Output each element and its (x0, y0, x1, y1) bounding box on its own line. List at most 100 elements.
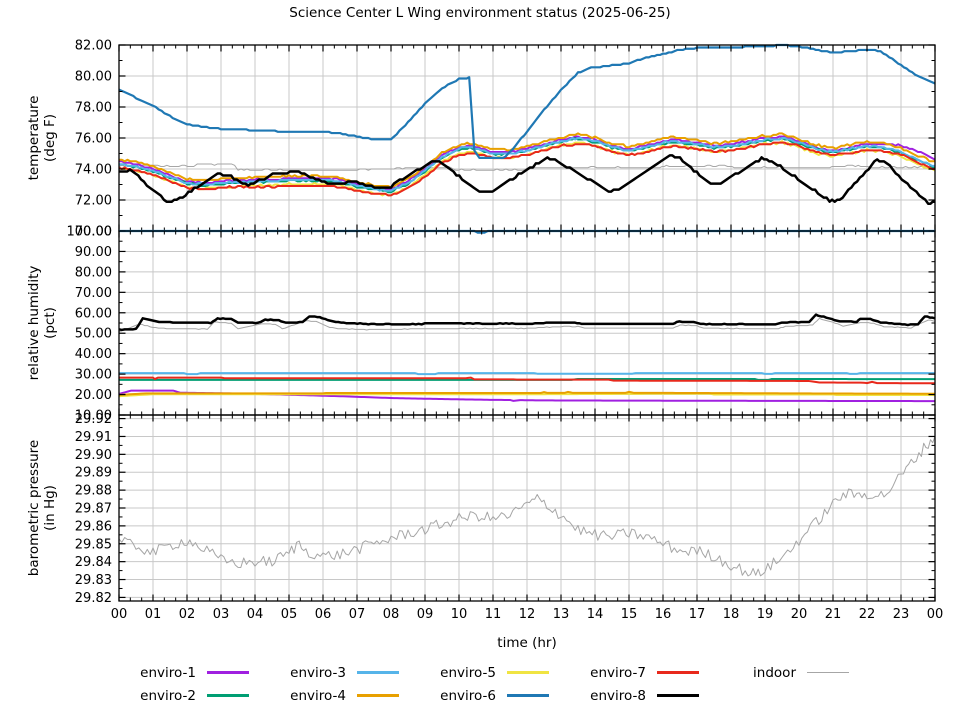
tick-label: 70.00 (75, 286, 112, 301)
legend-item-enviro-3: enviro-3 (255, 665, 405, 681)
legend-item-enviro-6: enviro-6 (405, 688, 555, 704)
tick-label: 16 (655, 607, 672, 622)
legend-label: enviro-8 (590, 687, 646, 704)
tick-label: 50.00 (75, 327, 112, 342)
enviro-8-swatch (657, 694, 699, 697)
tick-label: 29.84 (75, 555, 112, 570)
legend-label: indoor (753, 664, 796, 681)
tick-label: 78.00 (75, 101, 112, 116)
tick-label: 03 (213, 607, 230, 622)
tick-label: 76.00 (75, 132, 112, 147)
tick-label: 40.00 (75, 347, 112, 362)
barometric-pressure-axis-label: barometric pressure (26, 440, 42, 576)
series-indoor-line (118, 436, 936, 577)
legend-item-enviro-4: enviro-4 (255, 688, 405, 704)
tick-label: 74.00 (75, 163, 112, 178)
tick-label: 00 (111, 607, 128, 622)
enviro-2-swatch (207, 694, 249, 697)
tick-label: 11 (485, 607, 502, 622)
enviro-1-swatch (207, 671, 249, 674)
tick-label: 17 (689, 607, 706, 622)
barometric-pressure-axis-label: (in Hg) (42, 485, 58, 531)
tick-label: 90.00 (75, 245, 112, 260)
series-enviro-7-line (118, 141, 935, 197)
tick-label: 21 (825, 607, 842, 622)
tick-label: 05 (281, 607, 298, 622)
tick-label: 100.00 (67, 225, 113, 240)
tick-label: 29.89 (75, 466, 112, 481)
temperature-axis-label: temperature (26, 96, 42, 181)
relative-humidity-axis-label: relative humidity (26, 266, 42, 381)
chart-title: Science Center L Wing environment status… (289, 5, 671, 21)
tick-label: 29.86 (75, 519, 112, 534)
tick-label: 29.83 (75, 573, 112, 588)
enviro-4-swatch (357, 694, 399, 697)
tick-label: 80.00 (75, 70, 112, 85)
tick-label: 20.00 (75, 388, 112, 403)
tick-label: 04 (247, 607, 264, 622)
enviro-5-swatch (507, 671, 549, 674)
legend-item-enviro-2: enviro-2 (105, 688, 255, 704)
tick-label: 29.82 (75, 591, 112, 606)
relative-humidity-axis-label: (pct) (42, 307, 58, 339)
tick-label: 19 (757, 607, 774, 622)
tick-label: 29.90 (75, 448, 112, 463)
tick-label: 18 (723, 607, 740, 622)
legend-label: enviro-5 (440, 664, 496, 681)
barometric-pressure-panel: 29.82 29.83 29.84 29.85 29.86 29.87 29.88 29.89… (26, 412, 936, 606)
tick-label: 08 (383, 607, 400, 622)
series-enviro-1-line (119, 135, 936, 191)
legend: enviro-1 enviro-2 enviro-3 enviro-4 enviro-5… (0, 661, 960, 707)
enviro-7-swatch (657, 671, 699, 674)
series-enviro-4-line (119, 132, 935, 189)
legend-label: enviro-6 (440, 687, 496, 704)
enviro-3-swatch (357, 671, 399, 674)
environment-charts: 70.00 72.00 74.00 76.00 78.00 80.00 82.00 tempe… (26, 39, 944, 652)
series-enviro-8-line (119, 154, 935, 205)
x-axis-title: time (hr) (497, 635, 556, 651)
tick-label: 12 (519, 607, 536, 622)
tick-label: 01 (145, 607, 162, 622)
tick-label: 82.00 (75, 39, 112, 54)
series-enviro-7-line (119, 376, 936, 385)
tick-label: 29.88 (75, 484, 112, 499)
tick-label: 60.00 (75, 306, 112, 321)
legend-label: enviro-2 (140, 687, 196, 704)
legend-label: enviro-1 (140, 664, 196, 681)
legend-label: enviro-7 (590, 664, 646, 681)
series-enviro-3-line (119, 372, 935, 376)
tick-label: 14 (587, 607, 604, 622)
tick-label: 20 (791, 607, 808, 622)
legend-item-indoor: indoor (705, 665, 855, 681)
legend-item-enviro-7: enviro-7 (555, 665, 705, 681)
indoor-swatch (807, 672, 849, 673)
tick-label: 29.92 (75, 412, 112, 427)
tick-label: 00 (927, 607, 944, 622)
tick-label: 15 (621, 607, 638, 622)
tick-label: 22 (859, 607, 876, 622)
tick-label: 29.91 (75, 430, 112, 445)
legend-item-enviro-1: enviro-1 (105, 665, 255, 681)
tick-label: 13 (553, 607, 570, 622)
tick-label: 10 (451, 607, 468, 622)
legend-item-enviro-8: enviro-8 (555, 688, 705, 704)
tick-label: 07 (349, 607, 366, 622)
series-enviro-8-line (118, 313, 936, 332)
tick-label: 09 (417, 607, 434, 622)
legend-item-enviro-5: enviro-5 (405, 665, 555, 681)
tick-label: 72.00 (75, 194, 112, 209)
temperature-axis-label: (deg F) (42, 114, 58, 162)
temperature-panel: 70.00 72.00 74.00 76.00 78.00 80.00 82.00 tempe… (26, 39, 936, 240)
series-indoor-line (118, 317, 936, 333)
x-axis: 00 01 02 03 04 05 06 07 08 09 10 11 12 13 14 15 16 17 18 19… (111, 607, 944, 651)
tick-label: 80.00 (75, 265, 112, 280)
series-enviro-4-line (118, 390, 936, 396)
legend-grid: enviro-1 enviro-2 enviro-3 enviro-4 enviro-5… (105, 661, 855, 707)
tick-label: 06 (315, 607, 332, 622)
legend-label: enviro-3 (290, 664, 346, 681)
tick-label: 29.85 (75, 537, 112, 552)
tick-label: 29.87 (75, 502, 112, 517)
tick-label: 02 (179, 607, 196, 622)
enviro-6-swatch (507, 694, 549, 697)
relative-humidity-panel: 10.00 20.00 30.00 40.00 50.00 60.00 70.00 80.00… (26, 225, 936, 424)
